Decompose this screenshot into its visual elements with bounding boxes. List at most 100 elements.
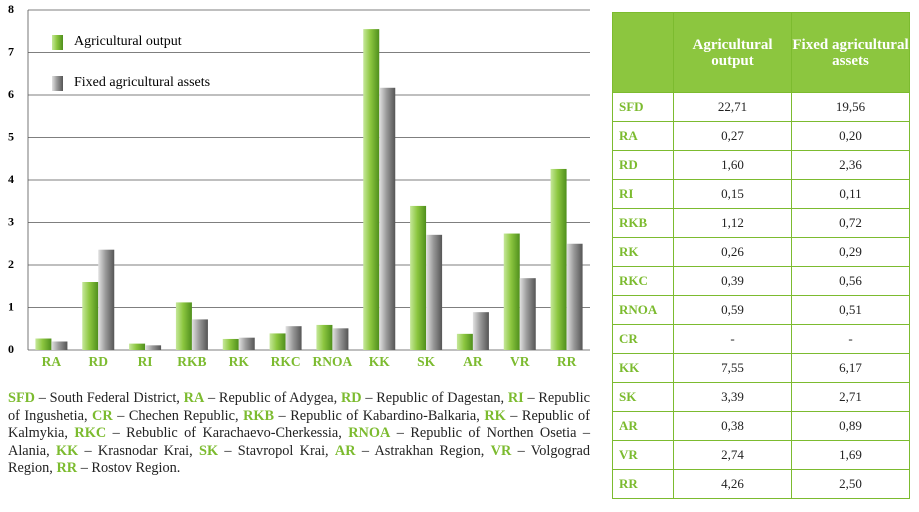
bar	[129, 343, 146, 350]
definition: – Chechen Republic,	[117, 407, 239, 424]
abbreviation: RA	[183, 390, 205, 406]
abbreviation: RNOA	[348, 425, 391, 441]
cell: -	[673, 324, 792, 354]
cell: 0,56	[791, 266, 910, 296]
definition: – Volgograd Region,	[8, 442, 591, 477]
cell: 0,20	[791, 121, 910, 151]
cell: 7,55	[673, 353, 792, 383]
chart: 0 1 2 3 4 5 6 7 8 RA RD RI RKB RK RKC RNOA KK SK AR VR RR Agr…	[8, 2, 590, 369]
abbreviation: AR	[334, 442, 356, 459]
row-label: RD	[612, 150, 674, 180]
bar	[175, 302, 192, 350]
bar	[238, 337, 255, 350]
definition: – Republic of Dagestan,	[365, 390, 505, 406]
definition: – Republic of Adygea,	[208, 390, 338, 406]
cell: 1,69	[791, 440, 910, 470]
bar	[145, 345, 162, 350]
table-row: SFD 22,71 19,56	[612, 92, 910, 122]
cell: 4,26	[673, 469, 792, 499]
row-label: SFD	[612, 92, 674, 122]
definition: – Rebublic of Karachaevo-Cherkessia,	[112, 425, 342, 441]
y-tick-label: 5	[8, 129, 14, 143]
row-label: KK	[612, 353, 674, 383]
data-table: Agricultural output Fixed agricultural as…	[612, 12, 910, 499]
table-row: CR - -	[612, 324, 910, 354]
bar	[98, 249, 115, 350]
row-label: AR	[612, 411, 674, 441]
cell: 1,60	[673, 150, 792, 180]
table-row: RA 0,27 0,20	[612, 121, 910, 151]
cell: 2,36	[791, 150, 910, 180]
cell: 1,12	[673, 208, 792, 238]
row-label: RR	[612, 469, 674, 499]
legend-swatch	[52, 35, 63, 50]
x-tick-label: RR	[557, 354, 577, 369]
cell: 19,56	[791, 92, 910, 122]
definition: – Republic of Northen Osetia –Alania,	[8, 425, 591, 459]
row-label: VR	[612, 440, 674, 470]
legend-label: Fixed agricultural assets	[74, 75, 210, 90]
abbreviation: CR	[92, 407, 113, 424]
y-tick-label: 2	[8, 257, 14, 271]
cell: 0,11	[791, 179, 910, 209]
bar	[35, 338, 52, 350]
abbreviation: VR	[490, 442, 512, 459]
table-row: KK 7,55 6,17	[612, 353, 910, 383]
y-tick-label: 0	[8, 342, 14, 356]
cell: 0,72	[791, 208, 910, 238]
cell: 0,27	[673, 121, 792, 151]
y-tick-label: 4	[8, 172, 14, 186]
table-row: RD 1,60 2,36	[612, 150, 910, 180]
table-row: VR 2,74 1,69	[612, 440, 910, 470]
abbreviation: RI	[507, 390, 524, 406]
row-label: CR	[612, 324, 674, 354]
cell: 3,39	[673, 382, 792, 412]
bar	[332, 328, 349, 350]
cell: 0,39	[673, 266, 792, 296]
bar	[191, 319, 208, 350]
bar	[472, 312, 489, 350]
cell: 2,71	[791, 382, 910, 412]
table-row: RI 0,15 0,11	[612, 179, 910, 209]
y-tick-label: 8	[8, 2, 14, 16]
row-label: RA	[612, 121, 674, 151]
cell: 0,26	[673, 237, 792, 267]
bar	[426, 234, 443, 350]
cell: 0,38	[673, 411, 792, 441]
bar	[410, 205, 427, 350]
definition: – Astrakhan Region,	[361, 442, 485, 459]
bar	[269, 333, 286, 350]
x-tick-label: RD	[89, 354, 109, 369]
legend-label: Agricultural output	[74, 34, 182, 49]
table-row: RR 4,26 2,50	[612, 469, 910, 499]
cell: 0,15	[673, 179, 792, 209]
y-tick-label: 1	[8, 299, 14, 313]
header-row: Agricultural output Fixed agricultural as…	[612, 12, 910, 93]
cell: 0,89	[791, 411, 910, 441]
bar	[519, 278, 536, 350]
bar	[379, 87, 396, 351]
abbreviation: RD	[340, 390, 362, 406]
x-tick-label: RI	[138, 354, 153, 369]
y-tick-label: 3	[8, 214, 14, 228]
bar	[316, 324, 333, 350]
cell: 0,29	[791, 237, 910, 267]
definition: – Krasnodar Krai,	[84, 442, 193, 459]
x-tick-label: VR	[510, 354, 530, 369]
row-label: RKB	[612, 208, 674, 238]
bar	[82, 282, 99, 350]
table-row: RNOA 0,59 0,51	[612, 295, 910, 325]
header-cell	[612, 12, 674, 93]
x-tick-label: KK	[369, 354, 391, 369]
definition: – Rostov Region.	[80, 460, 181, 476]
cell: 22,71	[673, 92, 792, 122]
row-label: RKC	[612, 266, 674, 296]
x-tick-label: RKB	[177, 354, 206, 369]
abbreviation: RR	[56, 460, 78, 476]
header-cell: Fixed agricultural assets	[791, 12, 910, 93]
x-tick-label: RKC	[271, 354, 301, 369]
bar	[51, 341, 68, 350]
bar	[363, 29, 380, 350]
table-row: RKC 0,39 0,56	[612, 266, 910, 296]
abbreviation: SK	[199, 442, 219, 459]
